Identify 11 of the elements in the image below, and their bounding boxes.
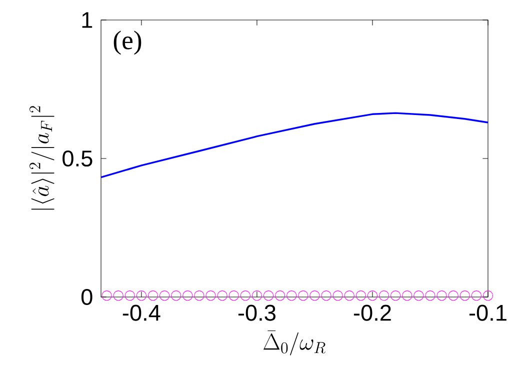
y-axis-title: $|\langle\hat{a}\rangle|^2/|a_F|^2$: [30, 106, 54, 210]
line-series: [100, 112, 489, 178]
y-tick-label: 0.5: [62, 150, 92, 167]
y-tick-label: 0: [81, 288, 92, 306]
x-tick-label: -0.3: [238, 304, 276, 321]
x-tick-label: -0.4: [122, 304, 160, 321]
annotation: (e): [114, 30, 142, 55]
x-tick-label: -0.2: [354, 304, 391, 321]
y-tick-label: 1: [82, 12, 92, 28]
x-tick-label: -0.1: [469, 304, 506, 321]
x-axis-title: $\bar{\Delta}_0/\omega_R$: [264, 330, 326, 356]
